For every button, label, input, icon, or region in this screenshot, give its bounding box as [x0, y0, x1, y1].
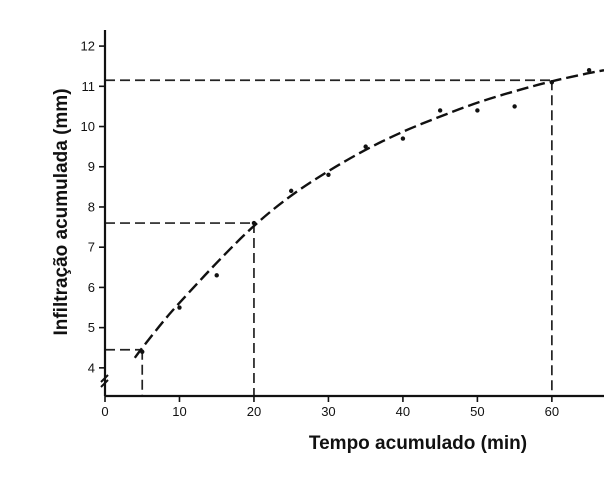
data-point: [177, 305, 182, 310]
data-points: [140, 68, 592, 354]
y-tick-label: 8: [88, 199, 95, 214]
x-tick-label: 50: [470, 404, 484, 419]
x-tick-label: 20: [247, 404, 261, 419]
x-tick-label: 30: [321, 404, 335, 419]
x-tick-label: 40: [396, 404, 410, 419]
y-tick-label: 12: [81, 39, 95, 54]
y-axis-title: Infiltração acumulada (mm): [51, 88, 72, 335]
reference-lines: [105, 79, 553, 396]
data-point: [586, 68, 592, 73]
data-point: [251, 220, 257, 226]
ticks: 4 5 6 7 8 9 10 11 12 0 10 20 30 40 50 60: [81, 39, 560, 419]
data-point: [363, 144, 368, 149]
y-tick-label: 6: [88, 280, 95, 295]
x-tick-label: 60: [545, 404, 559, 419]
fitted-curve: [133, 69, 604, 359]
y-axis-break-mark: [100, 374, 109, 388]
y-tick-label: 11: [82, 79, 96, 94]
data-point: [549, 80, 555, 85]
data-point: [214, 273, 219, 278]
y-tick-label: 7: [88, 240, 95, 255]
y-tick-label: 4: [88, 360, 95, 375]
data-point: [326, 172, 331, 177]
x-tick-label: 0: [101, 404, 108, 419]
data-point: [400, 136, 406, 141]
data-point: [475, 108, 480, 113]
data-point: [288, 188, 294, 194]
data-point: [140, 349, 145, 354]
x-tick-label: 10: [172, 404, 186, 419]
axes: [100, 30, 604, 398]
y-tick-label: 9: [88, 159, 95, 174]
y-tick-label: 10: [81, 119, 95, 134]
data-point: [437, 108, 443, 113]
data-point: [512, 104, 517, 109]
y-tick-label: 5: [88, 320, 95, 335]
fitted-curve-layer: [133, 69, 604, 359]
x-axis-title: Tempo acumulado (min): [309, 433, 527, 454]
